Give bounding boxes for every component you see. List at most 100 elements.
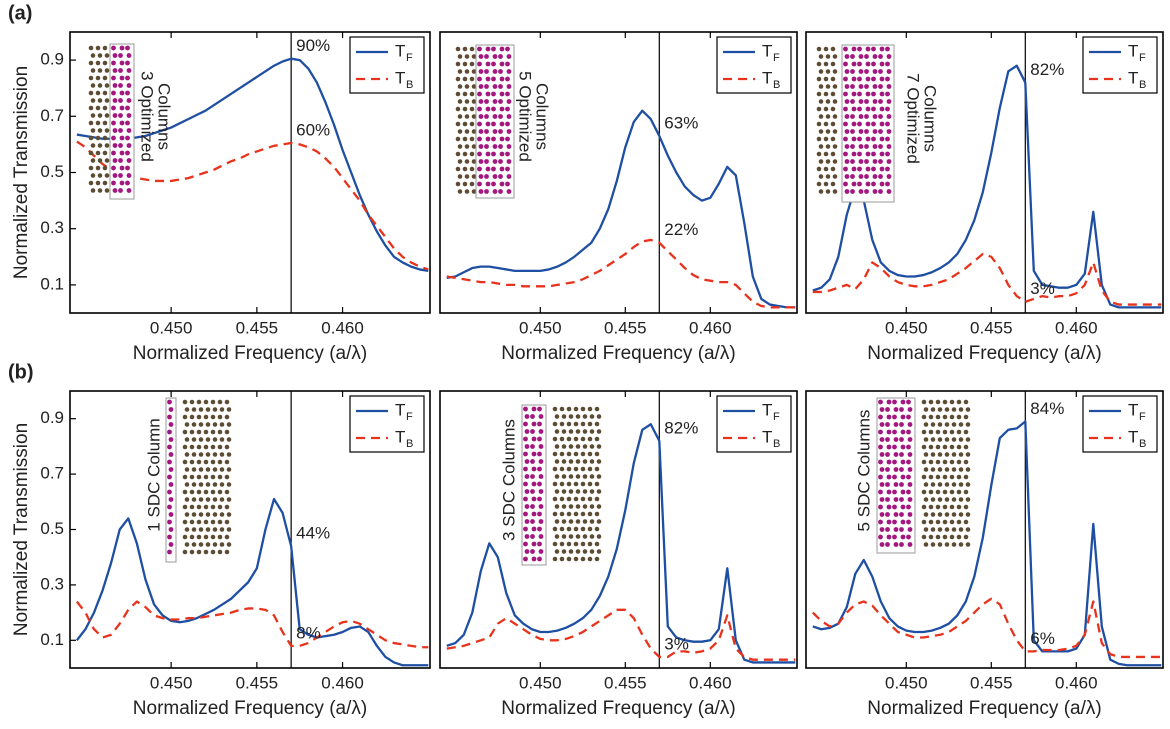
lattice-dot [930,482,936,487]
x-tick-label: 0.450 [150,318,193,337]
optimized-dot [126,113,132,118]
optimized-dot [907,422,913,427]
optimized-dot [491,46,496,52]
optimized-dot [523,481,528,487]
optimized-dot [879,106,885,112]
optimized-dot [125,165,130,171]
lattice-dot [198,437,204,442]
optimized-dot [111,90,116,96]
optimized-dot [498,189,503,194]
optimized-dot [506,69,512,74]
lattice-dot [935,414,941,420]
lattice-dot [457,69,463,74]
optimized-dot [871,76,876,82]
optimized-dot [886,84,892,89]
lattice-dot [818,189,824,194]
optimized-dot [499,121,505,127]
lattice-dot [816,61,822,67]
lattice-dot [575,504,581,509]
line-label: 3% [1030,279,1055,298]
lattice-dot [951,542,957,547]
lattice-dot [937,527,943,532]
y-tick-label: 0.3 [40,574,64,593]
lattice-dot [582,489,588,494]
optimized-dot [886,129,892,134]
inset-label: Columns [155,83,174,150]
optimized-dot [126,173,132,178]
optimized-dot [537,451,542,457]
optimized-dot [499,151,505,157]
lattice-dot [102,180,108,186]
optimized-dot [112,143,118,148]
panel: 0.450 0.455 0.460 0.1 0.3 0.5 0.7 0.9 Normalized… [8,361,431,719]
lattice-dot [191,452,197,457]
lattice-dot [102,165,108,171]
optimized-dot [478,159,484,164]
lattice-dot [561,519,567,524]
legend-label-sub: B [1139,79,1146,91]
lattice-dot [561,489,567,494]
optimized-dot [505,61,510,67]
lattice-dot [189,459,195,465]
lattice-dot [462,91,468,97]
lattice-dot [594,511,600,517]
optimized-dot [119,90,125,96]
lattice-dot [921,444,927,450]
lattice-dot [210,504,216,510]
lattice-dot [818,114,824,119]
legend-label-sub: B [1139,438,1146,450]
lattice-dot [587,526,593,532]
lattice-dot [923,407,929,412]
legend-label-sub: B [406,438,413,450]
lattice-dot [582,504,588,509]
lattice-dot [582,444,588,449]
lattice-dot [554,429,560,434]
lattice-dot [196,504,202,510]
lattice-dot [587,406,593,412]
lattice-dot [561,459,567,464]
lattice-dot [196,519,202,525]
lattice-dot [212,482,218,487]
lattice-dot [566,526,572,532]
optimized-dot [907,467,913,472]
lattice-dot [923,437,929,442]
optimized-dot [485,91,491,97]
lattice-dot [568,459,574,464]
line-label: 63% [664,113,698,132]
optimized-dot [850,174,855,179]
lattice-dot [594,496,600,502]
optimized-dot [506,159,512,164]
lattice-dot [217,519,223,525]
optimized-dot [491,151,496,157]
lattice-dot [554,504,560,509]
lattice-dot [937,407,943,412]
lattice-dot [226,422,232,427]
optimized-dot [893,512,899,517]
optimized-dot [879,181,885,187]
optimized-dot [885,452,890,457]
optimized-dot [844,159,850,164]
optimized-dot [907,497,913,502]
line-label: 3% [664,634,689,653]
lattice-dot [226,512,232,517]
lattice-dot [942,459,948,465]
lattice-dot [958,512,964,517]
optimized-dot [484,159,489,164]
inset-label: 7 Optimized [904,73,923,164]
optimized-dot [857,136,862,142]
optimized-dot [118,83,123,88]
optimized-dot [900,459,906,465]
optimized-dot [892,429,897,435]
optimized-dot [864,144,869,149]
optimized-dot [879,136,885,142]
optimized-dot [878,444,883,450]
lattice-dot [951,467,957,472]
optimized-dot [537,526,542,532]
lattice-dot [956,444,962,450]
lattice-dot [825,99,831,104]
lattice-dot [210,429,216,435]
optimized-dot [872,84,878,89]
optimized-dot [871,121,876,127]
lattice-dot [942,504,948,510]
y-tick-label: 0.5 [40,162,64,181]
